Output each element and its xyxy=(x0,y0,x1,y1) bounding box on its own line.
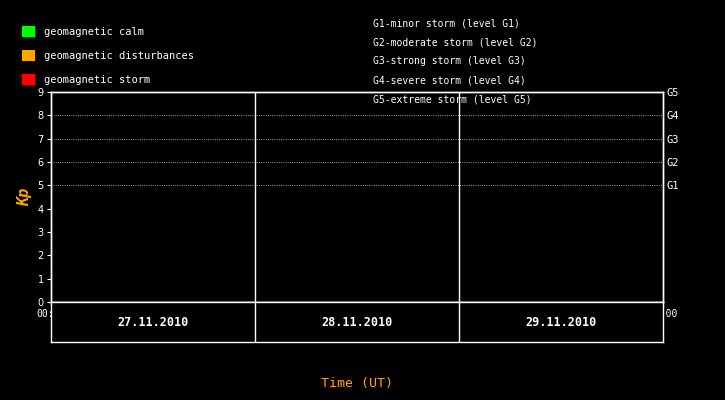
Text: G3-strong storm (level G3): G3-strong storm (level G3) xyxy=(373,56,526,66)
Text: 28.11.2010: 28.11.2010 xyxy=(321,316,393,328)
Text: 29.11.2010: 29.11.2010 xyxy=(526,316,597,328)
Text: 27.11.2010: 27.11.2010 xyxy=(117,316,188,328)
Text: geomagnetic calm: geomagnetic calm xyxy=(44,26,144,36)
Text: G5-extreme storm (level G5): G5-extreme storm (level G5) xyxy=(373,95,532,105)
Text: G2-moderate storm (level G2): G2-moderate storm (level G2) xyxy=(373,37,538,47)
Text: geomagnetic disturbances: geomagnetic disturbances xyxy=(44,51,194,61)
Text: geomagnetic storm: geomagnetic storm xyxy=(44,74,150,85)
Text: G4-severe storm (level G4): G4-severe storm (level G4) xyxy=(373,76,526,86)
Y-axis label: Kp: Kp xyxy=(17,188,32,206)
Text: Time (UT): Time (UT) xyxy=(321,377,394,390)
Text: G1-minor storm (level G1): G1-minor storm (level G1) xyxy=(373,18,521,28)
